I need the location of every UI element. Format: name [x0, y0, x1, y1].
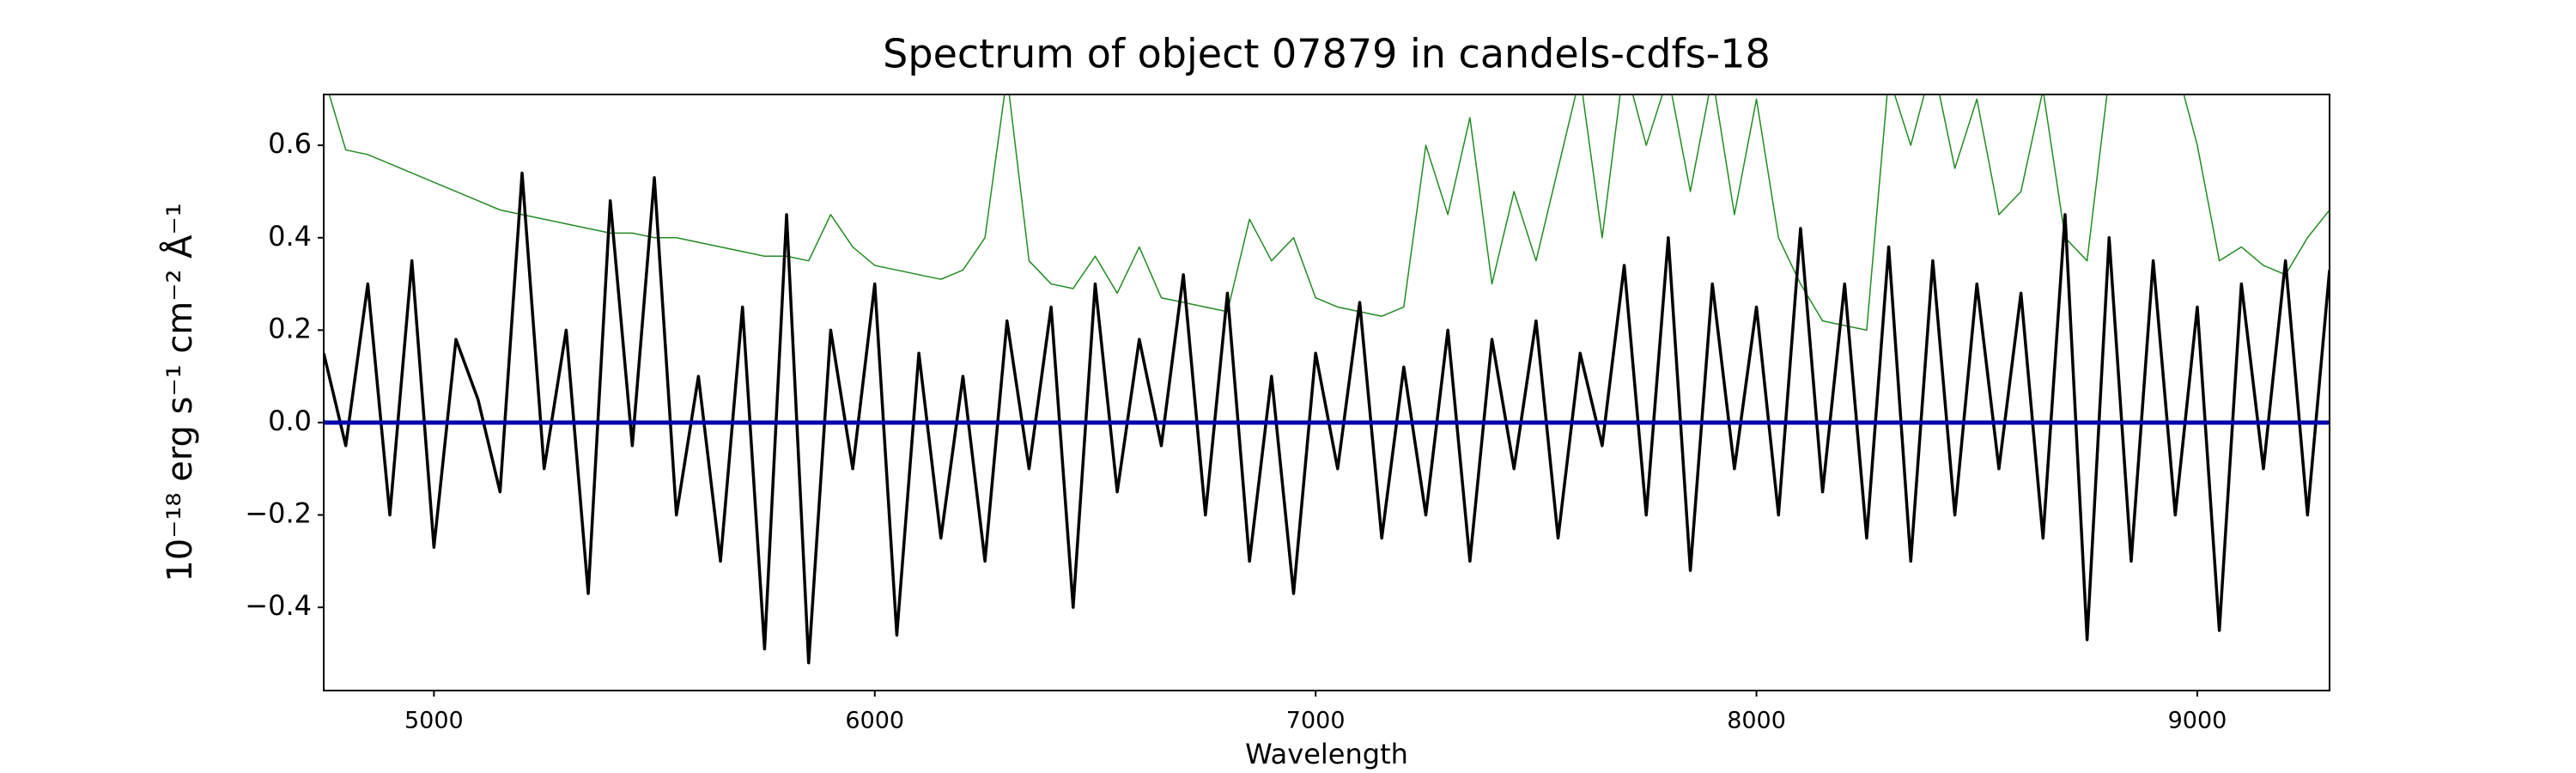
x-axis-label: Wavelength	[1245, 738, 1408, 770]
y-tick-label: 0.6	[268, 127, 312, 160]
chart-title: Spectrum of object 07879 in candels-cdfs…	[883, 31, 1771, 77]
y-axis-label: 10⁻¹⁸ erg s⁻¹ cm⁻² Å⁻¹	[159, 203, 200, 581]
x-tick-label: 9000	[2168, 708, 2227, 734]
x-tick-label: 7000	[1286, 708, 1346, 734]
x-tick-label: 6000	[845, 708, 904, 734]
x-tick-label: 8000	[1727, 708, 1786, 734]
y-tick-label: 0.0	[268, 405, 312, 437]
y-tick-label: −0.2	[245, 497, 312, 530]
y-tick-label: 0.4	[268, 220, 312, 253]
y-tick-label: −0.4	[245, 589, 312, 622]
x-tick-label: 5000	[404, 708, 464, 734]
y-tick-label: 0.2	[268, 312, 312, 344]
axes-frame	[323, 94, 2330, 691]
spectrum-line	[324, 171, 2330, 665]
plot-area	[324, 94, 2330, 665]
